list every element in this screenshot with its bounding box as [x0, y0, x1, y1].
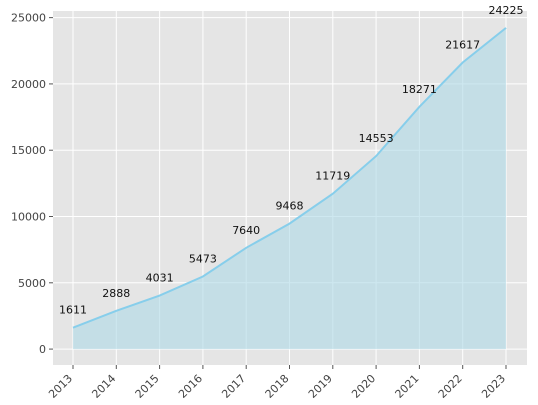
y-tick-label: 5000: [18, 277, 46, 290]
x-tick-label: 2019: [306, 372, 335, 401]
y-tick-label: 10000: [11, 211, 46, 224]
data-label: 9468: [276, 200, 304, 213]
data-label: 14553: [359, 132, 394, 145]
y-axis: 0 5000 10000 15000 20000 25000: [11, 12, 53, 356]
data-label: 5473: [189, 253, 217, 266]
x-tick-label: 2015: [133, 372, 162, 401]
x-tick-label: 2014: [89, 372, 118, 401]
x-tick-label: 2020: [349, 372, 378, 401]
data-label: 21617: [445, 38, 480, 51]
x-tick-label: 2021: [393, 372, 422, 401]
y-tick-label: 15000: [11, 144, 46, 157]
x-axis: 2013 2014 2015 2016 2017 2018 2019 2020 2021 2022…: [46, 365, 508, 401]
x-tick-label: 2023: [479, 372, 508, 401]
data-label: 24225: [489, 4, 524, 17]
area-fill: [73, 27, 506, 350]
x-tick-label: 2016: [176, 372, 205, 401]
y-tick-label: 0: [39, 343, 46, 356]
x-tick-label: 2017: [219, 372, 248, 401]
data-label: 1611: [59, 304, 87, 317]
data-label: 11719: [315, 170, 350, 183]
data-label: 4031: [146, 272, 174, 285]
data-label: 2888: [102, 287, 130, 300]
x-tick-label: 2018: [263, 372, 292, 401]
data-labels: 1611 2888 4031 5473 7640 9468 11719 14553 18271 2…: [59, 4, 524, 317]
x-tick-label: 2013: [46, 372, 75, 401]
y-tick-label: 20000: [11, 78, 46, 91]
data-label: 7640: [232, 224, 260, 237]
series-line: [72, 27, 507, 329]
y-tick-label: 25000: [11, 12, 46, 25]
x-tick-label: 2022: [436, 372, 465, 401]
data-label: 18271: [402, 83, 437, 96]
